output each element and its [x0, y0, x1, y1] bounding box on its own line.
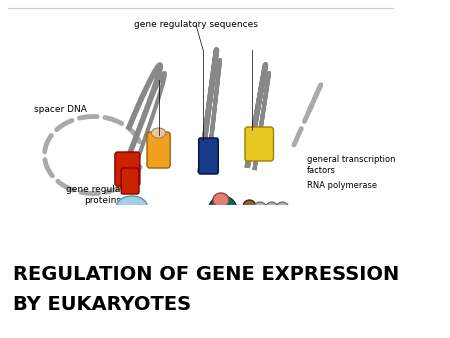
Text: spacer DNA: spacer DNA — [34, 105, 87, 115]
Ellipse shape — [116, 196, 148, 218]
Circle shape — [253, 202, 267, 218]
FancyBboxPatch shape — [245, 127, 274, 161]
Ellipse shape — [208, 196, 237, 224]
Text: upstream: upstream — [154, 236, 195, 245]
FancyBboxPatch shape — [147, 132, 170, 168]
Text: TATA box: TATA box — [202, 217, 230, 221]
Circle shape — [275, 202, 289, 218]
Text: gene regulatory
proteins: gene regulatory proteins — [66, 185, 139, 205]
Text: general transcription
factors: general transcription factors — [307, 155, 396, 175]
FancyBboxPatch shape — [202, 211, 229, 223]
Text: gene regulatory sequences: gene regulatory sequences — [134, 20, 258, 29]
Text: REGULATION OF GENE EXPRESSION: REGULATION OF GENE EXPRESSION — [14, 266, 400, 285]
Ellipse shape — [213, 193, 229, 207]
FancyBboxPatch shape — [121, 168, 139, 194]
FancyBboxPatch shape — [88, 212, 101, 228]
Ellipse shape — [231, 206, 247, 220]
Ellipse shape — [243, 200, 256, 212]
Ellipse shape — [183, 211, 289, 241]
FancyBboxPatch shape — [198, 138, 218, 174]
Text: promoter: promoter — [225, 240, 264, 249]
Circle shape — [265, 202, 279, 218]
Text: start of
transcription: start of transcription — [292, 232, 346, 251]
Text: BY EUKARYOTES: BY EUKARYOTES — [14, 295, 192, 314]
Ellipse shape — [152, 128, 166, 138]
FancyBboxPatch shape — [115, 152, 140, 186]
Text: RNA polymerase: RNA polymerase — [307, 180, 378, 190]
